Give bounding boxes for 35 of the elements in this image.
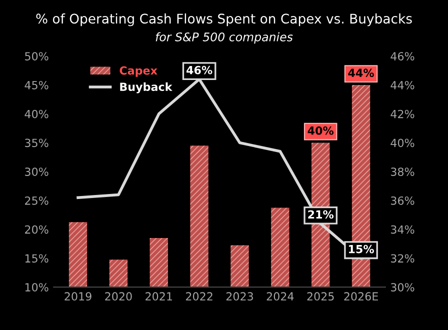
x-tick-label: 2025 (307, 292, 334, 301)
y2-tick-label: 34% (390, 225, 414, 234)
y2-tick-label: 36% (390, 196, 414, 205)
y-tick-label: 20% (25, 225, 48, 234)
x-tick-label: 2019 (64, 292, 92, 301)
x-tick-label: 2020 (105, 292, 132, 301)
y-tick-label: 10% (25, 283, 48, 292)
y-tick-label: 25% (25, 196, 48, 205)
chart-subtitle: for S&P 500 companies (156, 32, 293, 44)
y2-tick-label: 32% (390, 254, 414, 263)
x-tick-label: 2021 (146, 292, 172, 301)
y-tick-label: 15% (25, 254, 48, 263)
y2-tick-label: 42% (390, 110, 414, 118)
y2-tick-label: 46% (390, 52, 414, 60)
x-tick-label: 2023 (226, 292, 253, 301)
y-tick-label: 35% (25, 138, 48, 148)
legend-label: Buyback (120, 82, 172, 94)
data-label: 15% (348, 244, 374, 254)
y-tick-label: 45% (24, 80, 48, 90)
data-label: 46% (186, 66, 212, 74)
data-label: 44% (348, 68, 374, 78)
y2-tick-label: 30% (390, 283, 414, 292)
y2-tick-label: 44% (390, 80, 414, 90)
x-tick-label: 2026E (344, 292, 378, 301)
x-tick-label: 2024 (266, 292, 294, 301)
y-tick-label: 50% (25, 52, 48, 60)
x-tick-label: 2022 (186, 292, 212, 301)
y-tick-label: 40% (24, 110, 48, 118)
y2-tick-label: 38% (390, 168, 414, 176)
y2-tick-label: 40% (390, 138, 414, 148)
data-label: 21% (308, 210, 334, 219)
legend-label: Capex (120, 66, 158, 77)
y-tick-label: 30% (25, 168, 48, 176)
chart-title: % of Operating Cash Flows Spent on Capex vs. Buybacks (36, 13, 412, 26)
data-label: 40% (308, 126, 334, 135)
